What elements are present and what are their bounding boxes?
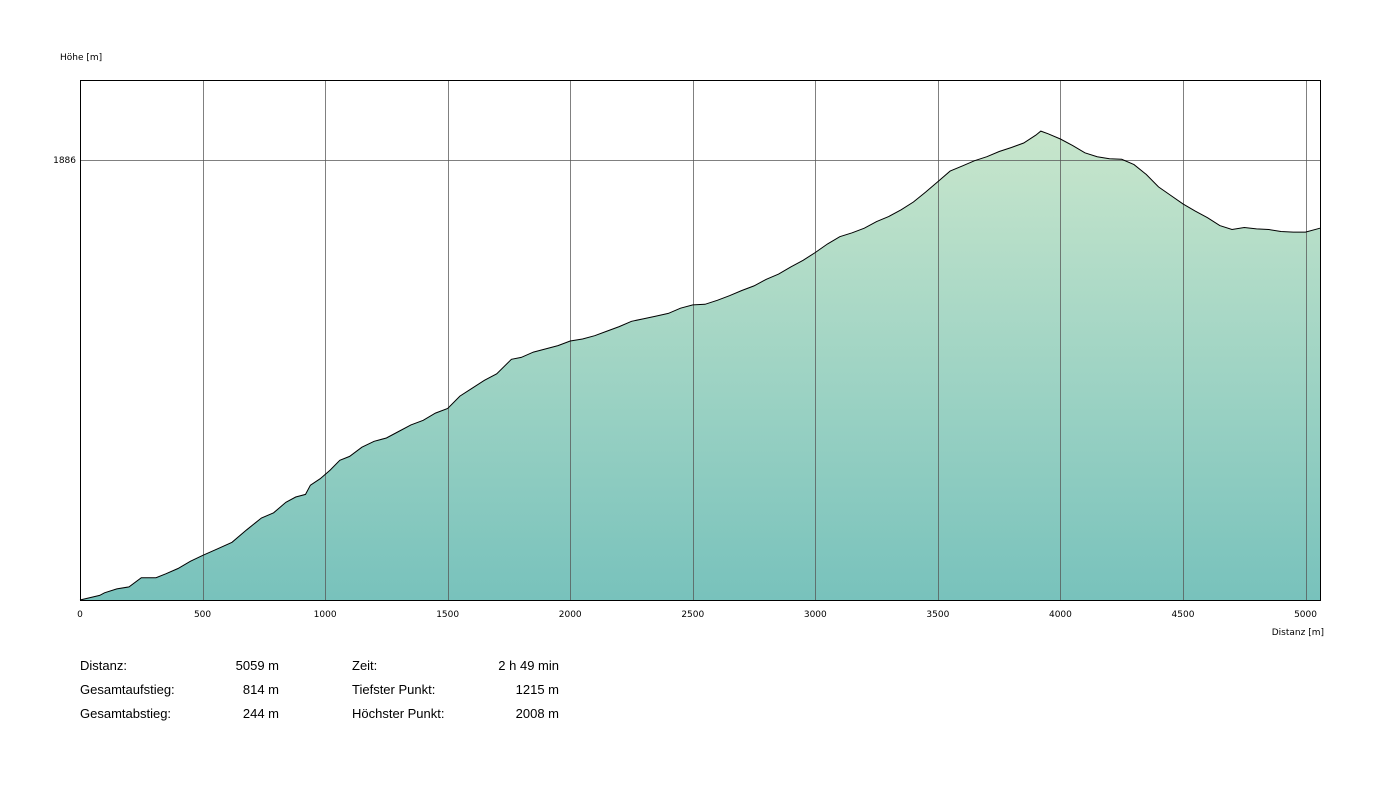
stat-value: 814 m — [242, 682, 279, 697]
x-tick-label: 5000 — [1294, 610, 1317, 620]
x-tick-label: 3500 — [926, 610, 949, 620]
x-tick-label: 4000 — [1049, 610, 1072, 620]
area-layer — [80, 131, 1320, 600]
x-tick-label: 1000 — [314, 610, 337, 620]
stat-label: Tiefster Punkt: — [352, 682, 436, 697]
x-tick-label: 500 — [194, 610, 211, 620]
stat-label: Gesamtabstieg: — [80, 706, 172, 721]
elevation-line — [79, 130, 1321, 601]
y-axis-label: Höhe [m] — [60, 53, 102, 63]
elevation-area — [80, 131, 1320, 600]
x-tick-label: 3000 — [804, 610, 827, 620]
stat-value: 5059 m — [235, 658, 279, 673]
stat-value: 2 h 49 min — [498, 658, 559, 673]
x-tick-label: 2500 — [681, 610, 704, 620]
stat-value: 1215 m — [515, 682, 559, 697]
x-axis-label: Distanz [m] — [1272, 628, 1324, 638]
stat-value: 2008 m — [515, 706, 559, 721]
plot-frame — [80, 80, 1321, 601]
stat-label: Gesamtaufstieg: — [80, 682, 175, 697]
grid-layer — [80, 80, 1320, 600]
line-layer — [79, 130, 1321, 601]
stat-label: Höchster Punkt: — [352, 706, 445, 721]
x-tick-label: 0 — [77, 610, 83, 620]
x-tick-label: 1500 — [436, 610, 459, 620]
x-tick-label: 4500 — [1172, 610, 1195, 620]
y-tick-label: 1886 — [53, 156, 76, 166]
stat-value: 244 m — [242, 706, 279, 721]
x-tick-label: 2000 — [559, 610, 582, 620]
stat-label: Distanz: — [80, 658, 127, 673]
stat-label: Zeit: — [352, 658, 378, 673]
tick-layer: 0 500 1000 1500 2000 2500 3000 3500 4000 4500 5000… — [53, 156, 1317, 620]
